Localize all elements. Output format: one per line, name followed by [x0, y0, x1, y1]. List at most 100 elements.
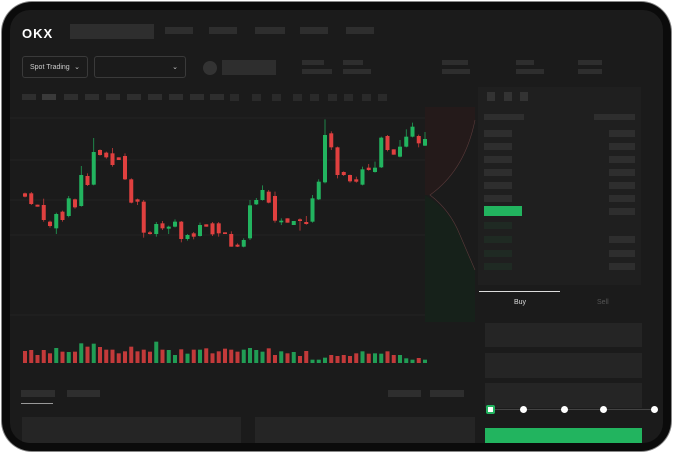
candle-body	[323, 135, 327, 183]
search-bar[interactable]	[70, 24, 154, 39]
orderbook-both-icon[interactable]	[487, 92, 495, 101]
total-input[interactable]	[485, 383, 642, 408]
chart-tool-icon[interactable]	[293, 94, 302, 101]
ask-amount	[609, 169, 635, 176]
chart-tool-icon[interactable]	[362, 94, 371, 101]
volume-bar	[198, 349, 202, 363]
slider-stop[interactable]	[651, 406, 658, 413]
candle-body	[79, 175, 84, 206]
candle-body	[204, 224, 209, 227]
candle-body	[279, 220, 284, 223]
tab-open-orders[interactable]	[21, 390, 55, 397]
candle-body	[354, 179, 359, 182]
tab-history[interactable]	[67, 390, 100, 397]
timeframe-button[interactable]	[22, 94, 36, 100]
volume-bar	[404, 358, 409, 363]
candle-body	[148, 232, 152, 234]
nav-item[interactable]	[209, 27, 237, 34]
app-screen: OKX Spot Trading ⌄ ⌄ Buy Sell	[10, 10, 663, 443]
volume-bar	[398, 355, 402, 363]
slider-handle[interactable]	[486, 405, 495, 414]
volume-bar	[254, 350, 259, 363]
chart-tool-icon[interactable]	[344, 94, 353, 101]
chart-tool-icon[interactable]	[252, 94, 261, 101]
volume-bar	[273, 355, 277, 363]
timeframe-button[interactable]	[148, 94, 162, 100]
candle-body	[223, 232, 227, 234]
amount-input[interactable]	[485, 353, 642, 378]
ask-price	[484, 169, 512, 176]
volume-bar	[204, 348, 209, 363]
candle-body	[254, 200, 259, 205]
slider-stop[interactable]	[520, 406, 527, 413]
market-stat	[578, 60, 602, 65]
timeframe-button[interactable]	[42, 94, 56, 100]
buy-submit-button[interactable]	[485, 428, 642, 443]
candle-body	[404, 136, 409, 147]
slider-stop[interactable]	[600, 406, 607, 413]
price-input[interactable]	[485, 323, 642, 347]
okx-logo[interactable]: OKX	[22, 26, 54, 41]
percent-slider[interactable]	[486, 405, 658, 414]
candle-body	[116, 157, 121, 160]
volume-bar	[379, 353, 384, 363]
pair-dropdown[interactable]: ⌄	[94, 56, 186, 78]
pair-name	[222, 60, 276, 75]
volume-bar	[316, 359, 321, 363]
volume-bar	[48, 353, 52, 363]
timeframe-button[interactable]	[85, 94, 99, 100]
candle-body	[366, 167, 371, 170]
nav-item[interactable]	[255, 27, 285, 34]
timeframe-button[interactable]	[106, 94, 120, 100]
volume-bar	[66, 352, 71, 363]
trade-mode-dropdown[interactable]: Spot Trading ⌄	[22, 56, 88, 78]
volume-bar	[341, 355, 346, 363]
orderbook-bids-icon[interactable]	[504, 92, 512, 101]
candle-body	[316, 181, 321, 200]
candle-body	[216, 223, 221, 234]
candle-body	[179, 221, 184, 239]
chart-tool-icon[interactable]	[310, 94, 319, 101]
volume-bar	[179, 349, 184, 363]
chart-tool-icon[interactable]	[272, 94, 281, 101]
chart-tool-icon[interactable]	[328, 94, 337, 101]
candle-body	[360, 169, 365, 185]
ask-price	[484, 130, 512, 137]
ask-amount	[609, 143, 635, 150]
chart-tool-icon[interactable]	[378, 94, 387, 101]
timeframe-button[interactable]	[64, 94, 78, 100]
orderbook-header	[484, 114, 524, 120]
volume-bar	[410, 359, 415, 363]
market-stat	[302, 60, 324, 65]
nav-item[interactable]	[346, 27, 374, 34]
candle-body	[248, 205, 252, 239]
volume-bar	[85, 346, 90, 363]
market-stat	[442, 69, 470, 74]
volume-bar	[366, 353, 371, 363]
candle-body	[129, 179, 134, 203]
candle-body	[48, 221, 52, 226]
candle-body	[60, 211, 65, 220]
tab-sell[interactable]: Sell	[597, 299, 609, 306]
volume-bar	[54, 348, 59, 363]
nav-item[interactable]	[165, 27, 193, 34]
orderbook-asks-icon[interactable]	[520, 92, 528, 101]
volume-bar	[148, 351, 152, 363]
chart-tool-icon[interactable]	[230, 94, 239, 101]
ask-amount	[609, 208, 635, 215]
timeframe-button[interactable]	[127, 94, 141, 100]
volume-bar	[310, 359, 315, 363]
volume-bar	[323, 357, 327, 363]
timeframe-button[interactable]	[169, 94, 183, 100]
nav-item[interactable]	[300, 27, 328, 34]
volume-bar	[116, 353, 121, 363]
timeframe-button[interactable]	[190, 94, 204, 100]
market-stat	[516, 60, 534, 65]
slider-stop[interactable]	[561, 406, 568, 413]
timeframe-button[interactable]	[210, 94, 224, 100]
market-stat	[343, 60, 363, 65]
tab-buy[interactable]: Buy	[514, 299, 527, 306]
candlestick-chart[interactable]	[10, 10, 663, 443]
filter-button[interactable]	[430, 390, 464, 397]
filter-button[interactable]	[388, 390, 421, 397]
